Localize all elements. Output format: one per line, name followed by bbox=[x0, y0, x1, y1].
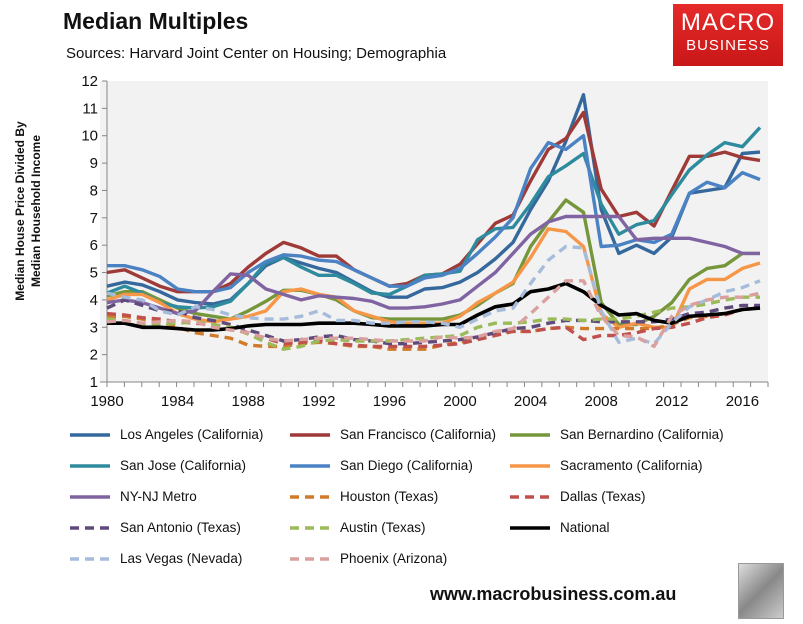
y-tick-label: 1 bbox=[90, 374, 98, 391]
legend-swatch bbox=[510, 526, 550, 531]
legend-item: Dallas (Texas) bbox=[508, 489, 646, 509]
legend-label: San Diego (California) bbox=[340, 458, 473, 473]
legend-item: San Jose (California) bbox=[68, 458, 246, 478]
legend-label: Los Angeles (California) bbox=[120, 427, 264, 442]
legend-swatch bbox=[510, 495, 550, 500]
legend-item: Phoenix (Arizona) bbox=[288, 551, 447, 571]
x-tick-label: 2000 bbox=[443, 393, 476, 410]
legend-swatch bbox=[70, 526, 110, 531]
y-tick-label: 2 bbox=[90, 347, 98, 364]
chart-title: Median Multiples bbox=[63, 8, 249, 34]
legend-item: Los Angeles (California) bbox=[68, 427, 263, 447]
y-tick-label: 6 bbox=[90, 237, 98, 254]
legend-label: San Bernardino (California) bbox=[560, 427, 724, 442]
legend-label: San Jose (California) bbox=[120, 458, 247, 473]
legend-swatch bbox=[70, 433, 110, 438]
legend-item: NY-NJ Metro bbox=[68, 489, 197, 509]
series-line-ny-nj-metro bbox=[106, 214, 760, 316]
series-line-phoenix-arizona bbox=[106, 279, 761, 349]
legend-swatch bbox=[510, 464, 550, 469]
legend-label: Sacramento (California) bbox=[560, 458, 703, 473]
legend-item: San Antonio (Texas) bbox=[68, 520, 241, 540]
legend-swatch bbox=[70, 557, 110, 562]
legend-swatch bbox=[290, 433, 330, 438]
y-tick-label: 11 bbox=[82, 100, 98, 117]
legend-item: San Francisco (California) bbox=[288, 427, 496, 447]
series-line-national bbox=[107, 281, 761, 332]
x-tick-label: 1996 bbox=[373, 393, 406, 410]
legend-swatch bbox=[510, 433, 550, 438]
legend-swatch bbox=[70, 464, 110, 469]
legend-label: Las Vegas (Nevada) bbox=[120, 551, 243, 566]
x-tick-label: 2004 bbox=[514, 393, 547, 410]
legend-label: NY-NJ Metro bbox=[120, 489, 197, 504]
legend-item: Las Vegas (Nevada) bbox=[68, 551, 242, 571]
legend-swatch bbox=[290, 557, 330, 562]
y-tick-label: 4 bbox=[90, 292, 98, 309]
legend-item: San Bernardino (California) bbox=[508, 427, 724, 447]
y-tick-label: 5 bbox=[90, 265, 98, 282]
legend-swatch bbox=[290, 495, 330, 500]
x-tick-label: 1980 bbox=[90, 393, 123, 410]
wolf-logo-icon bbox=[738, 563, 784, 619]
legend-item: National bbox=[508, 520, 610, 540]
x-tick-label: 1984 bbox=[161, 393, 194, 410]
x-tick-label: 2012 bbox=[655, 393, 688, 410]
x-tick-label: 1992 bbox=[302, 393, 335, 410]
plot-area bbox=[100, 81, 768, 382]
series-line-san-jose-california bbox=[106, 126, 762, 310]
legend-label: San Antonio (Texas) bbox=[120, 520, 241, 535]
legend-item: Austin (Texas) bbox=[288, 520, 426, 540]
y-tick-label: 3 bbox=[90, 319, 98, 336]
x-tick-label: 1988 bbox=[232, 393, 265, 410]
website-url: www.macrobusiness.com.au bbox=[430, 584, 677, 604]
y-tick-label: 7 bbox=[90, 210, 98, 227]
legend-item: San Diego (California) bbox=[288, 458, 473, 478]
y-tick-label: 8 bbox=[90, 182, 98, 199]
legend-label: San Francisco (California) bbox=[340, 427, 497, 442]
legend-label: Phoenix (Arizona) bbox=[340, 551, 448, 566]
legend-label: Houston (Texas) bbox=[340, 489, 439, 504]
legend-label: Dallas (Texas) bbox=[560, 489, 646, 504]
y-tick-label: 9 bbox=[90, 155, 98, 172]
legend-label: Austin (Texas) bbox=[340, 520, 426, 535]
macrobusiness-logo: MACRO BUSINESS bbox=[673, 4, 783, 66]
legend-swatch bbox=[290, 464, 330, 469]
legend-swatch bbox=[70, 495, 110, 500]
x-tick-label: 2008 bbox=[585, 393, 618, 410]
y-tick-label: 12 bbox=[81, 73, 98, 90]
legend-item: Houston (Texas) bbox=[288, 489, 438, 509]
logo-line1: MACRO bbox=[680, 9, 776, 36]
x-tick-label: 2016 bbox=[726, 393, 759, 410]
legend-item: Sacramento (California) bbox=[508, 458, 703, 478]
logo-line2: BUSINESS bbox=[686, 37, 770, 54]
chart-subtitle: Sources: Harvard Joint Center on Housing… bbox=[66, 45, 447, 62]
series-line-las-vegas-nevada bbox=[106, 244, 761, 346]
legend-label: National bbox=[560, 520, 610, 535]
legend-swatch bbox=[290, 526, 330, 531]
series-line-san-antonio-texas bbox=[106, 298, 760, 346]
y-tick-label: 10 bbox=[81, 128, 98, 145]
series-line-los-angeles-california bbox=[106, 92, 761, 306]
